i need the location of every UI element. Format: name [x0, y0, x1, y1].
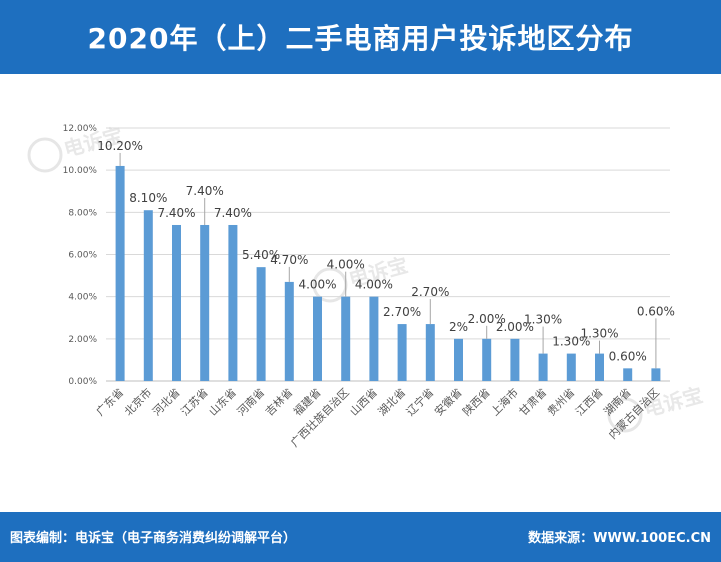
- bar: [284, 281, 294, 381]
- y-tick-label: 0.00%: [68, 377, 97, 387]
- data-label: 7.40%: [214, 206, 252, 220]
- data-label: 1.30%: [552, 335, 590, 349]
- bar: [651, 368, 661, 381]
- bar: [510, 338, 520, 381]
- data-label: 8.10%: [129, 191, 167, 205]
- bar: [595, 353, 604, 381]
- y-tick-label: 6.00%: [68, 251, 97, 261]
- bar: [115, 165, 125, 381]
- bar: [341, 296, 351, 381]
- data-label: 4.00%: [298, 278, 336, 292]
- bar: [566, 353, 576, 381]
- bar: [482, 338, 492, 381]
- x-tick-label: 江苏省: [178, 386, 211, 419]
- label-leader-lines: [119, 152, 657, 369]
- data-label: 10.20%: [97, 139, 143, 153]
- bar: [172, 224, 181, 381]
- data-label: 0.60%: [609, 349, 647, 363]
- bar: [454, 338, 463, 381]
- data-label: 7.40%: [186, 184, 224, 198]
- x-tick-label: 河南省: [235, 386, 268, 419]
- data-labels: 10.20%8.10%7.40%7.40%7.40%5.40%4.70%4.00…: [97, 139, 675, 363]
- footer-source-compiler: 图表编制：电诉宝（电子商务消费纠纷调解平台）: [10, 531, 297, 546]
- data-label: 0.60%: [637, 304, 675, 318]
- watermark-logo-icon: [607, 397, 643, 433]
- footer-bar: 图表编制：电诉宝（电子商务消费纠纷调解平台） 数据来源：WWW.100EC.CN: [0, 512, 721, 562]
- x-tick-label: 北京市: [121, 385, 154, 418]
- x-axis-ticks: 广东省北京市河北省江苏省山东省河南省吉林省福建省广西壮族自治区山西省湖北省辽宁省…: [94, 385, 662, 449]
- data-label: 1.30%: [524, 313, 562, 327]
- y-axis-ticks: 0.00% 2.00% 4.00% 6.00% 8.00% 10.00% 12.00%: [63, 124, 98, 387]
- bar: [143, 210, 153, 381]
- data-label: 2%: [449, 320, 468, 334]
- data-label: 2.00%: [496, 320, 534, 334]
- chart-title: 2020年（上）二手电商用户投诉地区分布: [87, 22, 634, 55]
- data-label: 2.70%: [383, 305, 421, 319]
- data-label: 4.70%: [270, 253, 308, 267]
- bar: [256, 267, 266, 381]
- y-tick-label: 2.00%: [68, 335, 97, 345]
- x-tick-label: 吉林省: [262, 385, 295, 418]
- x-tick-label: 广东省: [94, 386, 127, 419]
- bar: [397, 324, 407, 381]
- data-label: 4.00%: [355, 278, 393, 292]
- bars: [115, 165, 661, 381]
- data-label: 5.40%: [242, 248, 280, 262]
- y-tick-label: 12.00%: [63, 124, 98, 134]
- bar: [623, 368, 633, 381]
- data-label: 2.00%: [468, 312, 506, 326]
- x-tick-label: 安徽省: [431, 385, 464, 418]
- x-tick-label: 河北省: [150, 386, 183, 419]
- bar: [369, 296, 379, 381]
- bar: [200, 224, 210, 381]
- watermark-logo-icon: [27, 137, 63, 173]
- y-tick-label: 10.00%: [63, 166, 98, 176]
- x-tick-label: 辽宁省: [403, 385, 436, 418]
- data-label: 4.00%: [327, 258, 365, 272]
- gridlines: [106, 127, 670, 382]
- data-label: 2.70%: [411, 285, 449, 299]
- x-tick-label: 上海市: [488, 385, 521, 418]
- bar: [425, 324, 435, 381]
- x-tick-label: 山东省: [206, 386, 239, 419]
- header-bar: 2020年（上）二手电商用户投诉地区分布: [0, 0, 721, 74]
- y-tick-label: 4.00%: [68, 293, 97, 303]
- data-label: 1.30%: [580, 327, 618, 341]
- x-tick-label: 湖北省: [376, 386, 409, 419]
- x-tick-label: 贵州省: [545, 386, 578, 419]
- data-label: 7.40%: [157, 206, 195, 220]
- x-tick-label: 甘肃省: [517, 386, 550, 419]
- bar: [228, 224, 238, 381]
- y-tick-label: 8.00%: [68, 208, 97, 218]
- x-tick-label: 江西省: [573, 386, 606, 419]
- bar: [313, 296, 322, 381]
- bar: [538, 353, 548, 381]
- x-tick-label: 山西省: [347, 386, 380, 419]
- x-tick-label: 陕西省: [460, 385, 493, 418]
- footer-data-source: 数据来源：WWW.100EC.CN: [528, 531, 711, 546]
